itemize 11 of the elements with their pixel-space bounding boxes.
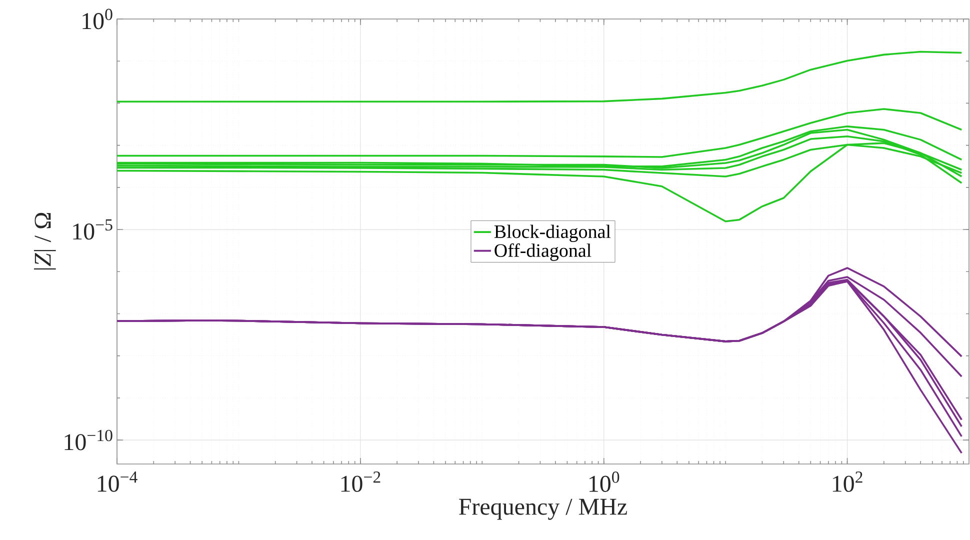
x-tick-label: 10$^{−2}$ — [341, 472, 380, 492]
x-tick-label: 10$^{2}$ — [832, 472, 862, 492]
y-tick-label: 10$^{0}$ — [82, 8, 112, 30]
x-tick-label: 10$^{−4}$ — [98, 472, 138, 492]
legend-label: Off-diagonal — [494, 243, 592, 261]
y-tick-label: 10$^{−5}$ — [73, 219, 112, 240]
y-tick-label: 10$^{−10}$ — [64, 430, 112, 450]
x-tick-label: 10$^{0}$ — [590, 472, 620, 492]
legend-label: Block-diagonal — [494, 224, 611, 242]
y-axis-title: |Z| / Ω — [34, 212, 56, 270]
x-axis-title: Frequency / MHz — [459, 498, 627, 520]
